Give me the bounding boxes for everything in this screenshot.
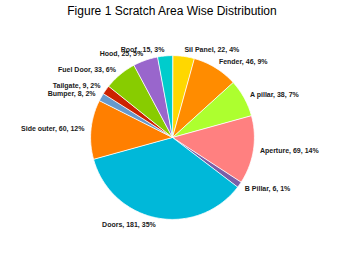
svg-text:Sil Panel, 22, 4%: Sil Panel, 22, 4% — [184, 46, 240, 54]
svg-text:Side outer, 60, 12%: Side outer, 60, 12% — [21, 125, 85, 133]
svg-text:Roof , 15, 3%: Roof , 15, 3% — [121, 46, 165, 54]
svg-text:B Pillar, 6, 1%: B Pillar, 6, 1% — [245, 185, 291, 193]
svg-text:Aperture, 69, 14%: Aperture, 69, 14% — [260, 147, 320, 155]
svg-text:Bumper, 8, 2%: Bumper, 8, 2% — [48, 90, 97, 98]
svg-text:Fender, 46, 9%: Fender, 46, 9% — [219, 58, 268, 66]
html-text:Figure 1 Scratch Area Wise Dis: Figure 1 Scratch Area Wise Distribution — [67, 4, 277, 18]
svg-text:A pillar, 38, 7%: A pillar, 38, 7% — [250, 91, 300, 99]
svg-text:Fuel Door, 33, 6%: Fuel Door, 33, 6% — [58, 66, 117, 74]
svg-text:Doors, 181, 35%: Doors, 181, 35% — [102, 221, 156, 229]
svg-text:Tailgate, 9, 2%: Tailgate, 9, 2% — [53, 82, 101, 90]
svg-text:Hood, 25, 5%: Hood, 25, 5% — [99, 50, 144, 58]
